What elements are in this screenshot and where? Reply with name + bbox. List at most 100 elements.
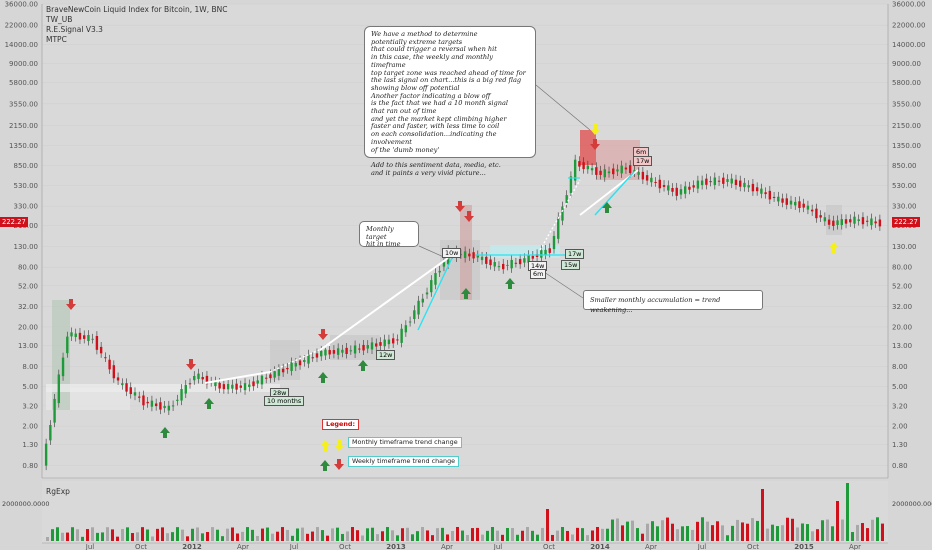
candle-body	[857, 219, 860, 221]
volume-bar	[881, 523, 884, 541]
candle-body	[531, 255, 535, 259]
candle-body	[514, 262, 518, 264]
volume-bar	[61, 532, 64, 541]
candle-body	[180, 389, 183, 401]
volume-bar	[481, 534, 484, 541]
candle-body	[561, 206, 564, 221]
volume-bar	[421, 527, 424, 541]
volume-bar	[301, 527, 304, 541]
volume-bar	[91, 527, 94, 541]
volume-bar	[771, 524, 774, 541]
volume-bar	[136, 532, 139, 541]
sell-arrow	[186, 359, 196, 370]
volume-bar	[766, 528, 769, 541]
candle-body	[772, 196, 776, 198]
candle-body	[375, 343, 378, 347]
volume-bar	[326, 535, 329, 541]
volume-bar	[321, 530, 324, 541]
volume-bar	[501, 534, 504, 541]
candle-body	[819, 215, 822, 218]
volume-bar	[836, 501, 839, 541]
candle-body	[358, 348, 361, 350]
indicator-label-3[interactable]: MTPC	[46, 35, 67, 44]
candle-body	[116, 377, 120, 381]
candle-body	[747, 185, 750, 188]
volume-bar	[66, 532, 69, 541]
x-tick-label: 2014	[590, 543, 610, 550]
indicator-label-2[interactable]: R.E.Signal V3.3	[46, 25, 103, 34]
monthly-target-annotation: Monthly target hit in time	[359, 221, 419, 248]
volume-bar	[831, 526, 834, 541]
volume-bar	[651, 521, 654, 541]
volume-bar	[541, 527, 544, 541]
indicator-label-1[interactable]: TW_UB	[46, 15, 73, 24]
candle-body	[273, 371, 276, 378]
volume-bar	[846, 483, 849, 541]
candle-body	[798, 201, 801, 208]
volume-bar	[566, 530, 569, 541]
candle-body	[844, 219, 848, 224]
volume-bar	[51, 529, 54, 541]
candle-body	[650, 177, 653, 183]
y-tick-label-right: 20.00	[892, 323, 912, 331]
volume-bar	[281, 527, 284, 541]
volume-bar	[696, 521, 699, 541]
candle-body	[667, 185, 670, 191]
y-tick-label-right: 1.30	[892, 441, 908, 449]
x-tick-label: Apr	[237, 543, 249, 550]
volume-bar	[351, 527, 354, 541]
candle-body	[777, 196, 780, 202]
candle-body	[540, 250, 543, 258]
candle-body	[264, 377, 268, 379]
y-tick-label-left: 36000.00	[5, 1, 38, 9]
volume-bar	[731, 525, 734, 541]
candle-body	[53, 398, 56, 423]
volume-bar	[461, 530, 464, 541]
trendline-dashed	[269, 344, 331, 373]
volume-bar	[576, 527, 579, 541]
candle-body	[387, 339, 391, 345]
candle-body	[789, 200, 793, 205]
volume-bar	[106, 527, 109, 541]
volume-bar	[196, 527, 199, 541]
candle-body	[256, 380, 259, 384]
volume-bar	[416, 531, 419, 541]
volume-bar	[756, 520, 759, 541]
candle-body	[142, 395, 145, 406]
volume-bar	[251, 529, 254, 541]
candle-body	[362, 344, 365, 351]
candle-body	[298, 360, 302, 366]
volume-bar	[191, 528, 194, 541]
volume-bar	[711, 525, 714, 541]
volume-bar	[606, 528, 609, 541]
y-tick-label-left: 5800.00	[9, 79, 38, 87]
buy-arrow	[204, 398, 214, 409]
trendline	[319, 257, 449, 351]
volume-bar	[611, 519, 614, 541]
y-tick-label-right: 5.00	[892, 383, 908, 391]
volume-bar	[601, 528, 604, 541]
candle-body	[502, 263, 505, 270]
candle-body	[565, 195, 568, 204]
candle-body	[705, 178, 708, 185]
volume-bar	[666, 517, 669, 541]
candle-body	[353, 345, 357, 354]
volume-bar	[306, 533, 309, 541]
candle-body	[569, 176, 573, 193]
candle-body	[87, 334, 90, 341]
candle-body	[438, 270, 441, 273]
candle-body	[823, 217, 827, 222]
volume-bar	[311, 531, 314, 541]
volume-bar	[166, 533, 169, 541]
volume-bar	[686, 526, 689, 541]
candle-body	[391, 338, 395, 344]
candle-body	[252, 381, 255, 387]
candle-body	[243, 383, 247, 391]
volume-right-tick: 2000000.0000	[892, 500, 932, 508]
volume-bar	[371, 527, 374, 541]
candle-body	[722, 177, 725, 184]
volume-bar	[126, 527, 129, 541]
candle-body	[129, 387, 132, 395]
volume-bar	[581, 528, 584, 541]
candle-body	[645, 175, 649, 181]
